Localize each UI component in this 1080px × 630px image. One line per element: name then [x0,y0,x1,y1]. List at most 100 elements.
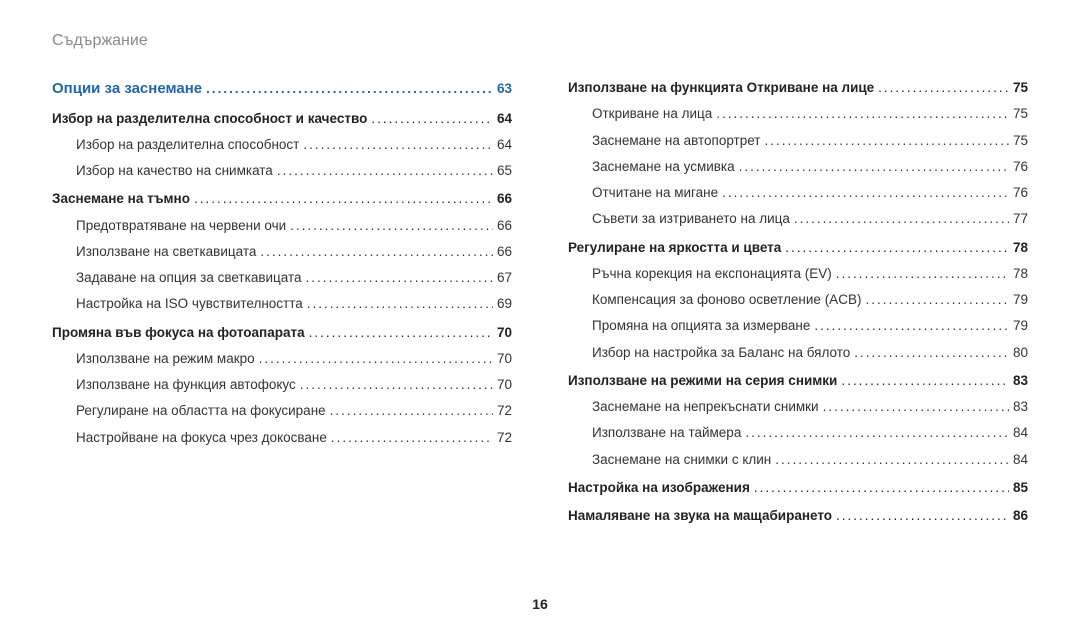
toc-leader-dots [331,428,493,448]
toc-label: Използване на таймера [592,423,741,443]
toc-page: 64 [497,135,512,155]
toc-label: Избор на разделителна способност и качес… [52,109,367,129]
toc-label: Заснемане на усмивка [592,157,735,177]
toc-page: 70 [497,375,512,395]
toc-label: Опции за заснемане [52,78,202,101]
toc-leader-dots [306,268,493,288]
toc-row-sub: Компенсация за фоново осветление (ACB)79 [568,290,1028,310]
toc-row-sub: Избор на разделителна способност64 [52,135,512,155]
toc-row-sub: Регулиране на областта на фокусиране 72 [52,401,512,421]
toc-leader-dots [330,401,493,421]
toc-page: 63 [497,79,512,99]
toc-leader-dots [290,216,493,236]
toc-row-section: Регулиране на яркостта и цвета 78 [568,238,1028,258]
toc-label: Настройка на изображения [568,478,750,498]
toc-row-section: Използване на режими на серия снимки83 [568,371,1028,391]
toc-label: Намаляване на звука на мащабирането [568,506,832,526]
toc-row-sub: Отчитане на мигане76 [568,183,1028,203]
toc-label: Задаване на опция за светкавицата [76,268,302,288]
toc-row-sub: Заснемане на усмивка 76 [568,157,1028,177]
toc-leader-dots [277,161,493,181]
toc-leader-dots [865,290,1009,310]
toc-page: 72 [497,401,512,421]
toc-columns: Опции за заснемане 63 Избор на разделителн… [52,78,1028,532]
toc-page: 70 [497,323,512,343]
toc-leader-dots [260,242,493,262]
toc-page: 85 [1013,478,1028,498]
toc-page: 72 [497,428,512,448]
toc-leader-dots [836,264,1009,284]
toc-leader-dots [854,343,1009,363]
toc-page: 76 [1013,157,1028,177]
toc-label: Използване на функцията Откриване на лиц… [568,78,874,98]
toc-label: Настройка на ISO чувствителността [76,294,303,314]
toc-label: Заснемане на снимки с клин [592,450,771,470]
toc-page: 84 [1013,423,1028,443]
toc-label: Използване на функция автофокус [76,375,296,395]
toc-row-sub: Заснемане на автопортрет75 [568,131,1028,151]
toc-page: 80 [1013,343,1028,363]
toc-leader-dots [300,375,493,395]
toc-label: Ръчна корекция на експонацията (EV) [592,264,832,284]
toc-page: 64 [497,109,512,129]
toc-page: 76 [1013,183,1028,203]
toc-leader-dots [371,109,493,129]
toc-leader-dots [785,238,1009,258]
page-header: Съдържание [52,32,1028,50]
toc-row-sub: Използване на таймера 84 [568,423,1028,443]
toc-row-sub: Съвети за изтриването на лица 77 [568,209,1028,229]
toc-leader-dots [794,209,1009,229]
toc-label: Избор на качество на снимката [76,161,273,181]
toc-page: 75 [1013,131,1028,151]
toc-row-sub: Заснемане на снимки с клин84 [568,450,1028,470]
toc-page: 75 [1013,78,1028,98]
toc-label: Промяна във фокуса на фотоапарата [52,323,305,343]
toc-label: Използване на режим макро [76,349,255,369]
toc-label: Съвети за изтриването на лица [592,209,790,229]
toc-page: 86 [1013,506,1028,526]
toc-row-sub: Избор на качество на снимката 65 [52,161,512,181]
toc-page: 83 [1013,397,1028,417]
toc-page: 75 [1013,104,1028,124]
toc-label: Избор на настройка за Баланс на бялото [592,343,850,363]
toc-leader-dots [754,478,1009,498]
toc-leader-dots [303,135,493,155]
toc-row-sub: Използване на режим макро 70 [52,349,512,369]
toc-label: Предотвратяване на червени очи [76,216,286,236]
toc-leader-dots [814,316,1009,336]
toc-leader-dots [307,294,493,314]
toc-leader-dots [764,131,1008,151]
toc-row-sub: Настройване на фокуса чрез докосване 72 [52,428,512,448]
toc-leader-dots [309,323,493,343]
toc-page: 65 [497,161,512,181]
page-number: 16 [532,596,548,612]
toc-page: 78 [1013,238,1028,258]
toc-row-sub: Откриване на лица 75 [568,104,1028,124]
toc-leader-dots [739,157,1009,177]
toc-row-section: Избор на разделителна способност и качес… [52,109,512,129]
toc-page: 66 [497,216,512,236]
toc-page: 66 [497,242,512,262]
toc-label: Регулиране на областта на фокусиране [76,401,326,421]
toc-page: 77 [1013,209,1028,229]
toc-label: Откриване на лица [592,104,712,124]
toc-page: 67 [497,268,512,288]
toc-leader-dots [194,189,493,209]
toc-row-section: Настройка на изображения 85 [568,478,1028,498]
toc-row-section: Използване на функцията Откриване на лиц… [568,78,1028,98]
toc-leader-dots [259,349,493,369]
toc-leader-dots [716,104,1009,124]
toc-label: Настройване на фокуса чрез докосване [76,428,327,448]
toc-leader-dots [722,183,1009,203]
toc-leader-dots [206,79,493,99]
toc-row-chapter: Опции за заснемане 63 [52,78,512,101]
toc-page: 83 [1013,371,1028,391]
toc-row-sub: Използване на функция автофокус 70 [52,375,512,395]
toc-row-section: Заснемане на тъмно66 [52,189,512,209]
toc-label: Компенсация за фоново осветление (ACB) [592,290,861,310]
toc-page: 78 [1013,264,1028,284]
toc-row-sub: Настройка на ISO чувствителността69 [52,294,512,314]
toc-label: Регулиране на яркостта и цвета [568,238,781,258]
toc-page: 66 [497,189,512,209]
toc-page: 70 [497,349,512,369]
